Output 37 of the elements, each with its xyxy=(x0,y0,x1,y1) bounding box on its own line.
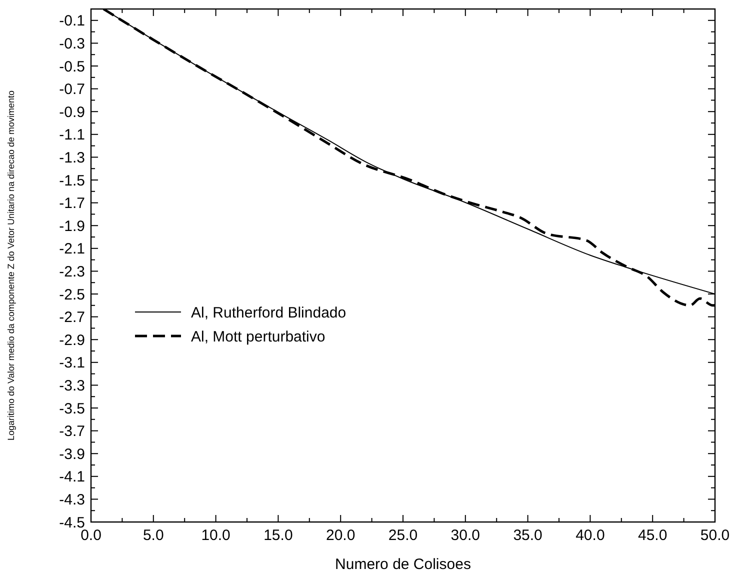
y-tick-label: -3.5 xyxy=(59,400,85,418)
x-tick-label: 50.0 xyxy=(700,527,730,544)
y-tick-label: -4.3 xyxy=(59,491,85,508)
x-axis-title: Numero de Colisoes xyxy=(335,556,471,573)
y-tick-label: -0.3 xyxy=(59,35,85,52)
y-tick-label: -1.3 xyxy=(59,149,85,166)
legend-label: Al, Rutherford Blindado xyxy=(191,304,346,322)
y-tick-label: -2.7 xyxy=(59,309,85,326)
y-tick-label: -4.1 xyxy=(59,468,85,486)
y-axis-title: Logaritimo do Valor medio da componente Z do Vetor Unitario na direcao de movimento xyxy=(6,90,16,441)
x-tick-label: 5.0 xyxy=(142,527,164,544)
y-tick-label: -3.3 xyxy=(59,377,85,394)
y-tick-label: -0.5 xyxy=(59,58,85,76)
y-tick-label: -2.5 xyxy=(59,286,85,304)
x-tick-label: 0.0 xyxy=(80,527,102,544)
y-tick-label: -0.1 xyxy=(59,12,85,30)
x-tick-label: 40.0 xyxy=(576,527,605,544)
y-tick-label: -2.9 xyxy=(59,332,85,349)
y-tick-label: -0.7 xyxy=(59,81,85,98)
x-tick-label: 35.0 xyxy=(513,527,542,544)
y-tick-label: -2.1 xyxy=(59,240,85,258)
y-tick-label: -1.5 xyxy=(59,172,85,190)
x-tick-label: 10.0 xyxy=(201,527,230,544)
y-tick-label: -3.7 xyxy=(59,423,85,440)
y-tick-label: -3.1 xyxy=(59,354,85,372)
y-tick-label: -1.7 xyxy=(59,195,85,212)
x-tick-label: 15.0 xyxy=(264,527,293,544)
x-tick-label: 20.0 xyxy=(326,527,356,544)
y-tick-label: -1.9 xyxy=(59,218,85,235)
x-tick-label: 30.0 xyxy=(450,527,480,544)
x-tick-label: 45.0 xyxy=(638,527,668,544)
x-tick-label: 25.0 xyxy=(388,527,418,544)
y-tick-label: -2.3 xyxy=(59,263,85,280)
y-tick-label: -1.1 xyxy=(59,126,85,144)
y-tick-label: -3.9 xyxy=(59,446,85,463)
y-tick-label: -0.9 xyxy=(59,104,85,121)
legend-label: Al, Mott perturbativo xyxy=(191,328,326,346)
